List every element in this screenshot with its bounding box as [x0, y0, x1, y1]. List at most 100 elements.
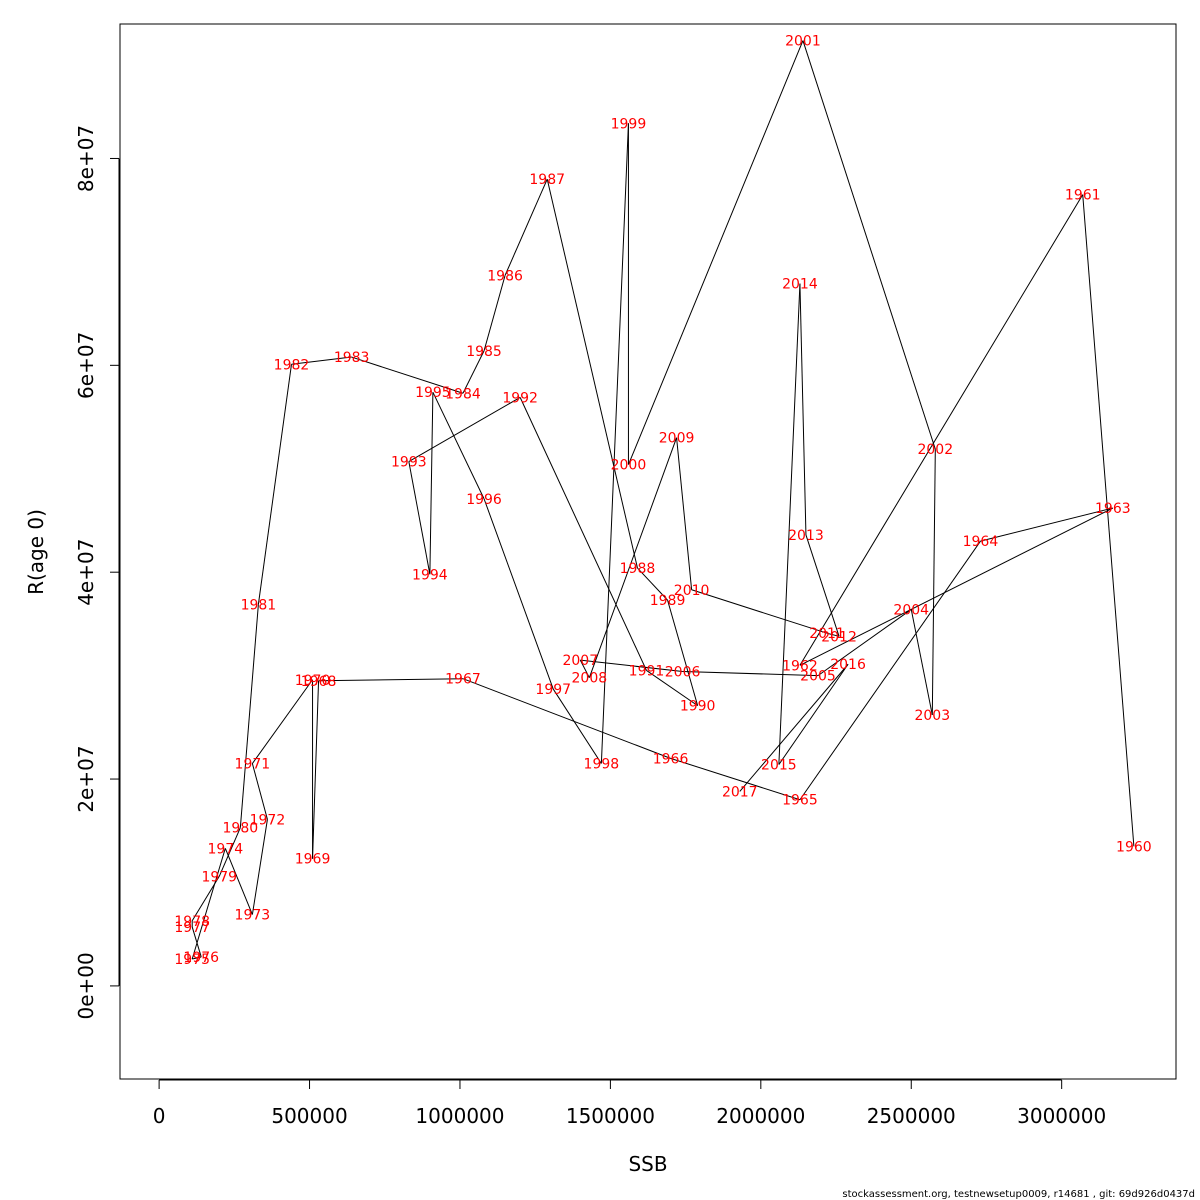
- point-label: 1988: [620, 561, 656, 577]
- x-axis-title: SSB: [628, 1152, 667, 1176]
- series-segment: [778, 283, 801, 765]
- series-segment: [432, 391, 485, 499]
- point-label: 1983: [334, 350, 370, 366]
- point-label: 2008: [572, 671, 608, 687]
- series-segment: [826, 632, 840, 637]
- point-label: 2016: [830, 657, 866, 673]
- series-segment: [980, 507, 1113, 542]
- series-segment: [192, 956, 202, 960]
- point-label: 2012: [821, 629, 857, 645]
- y-tick-label: 2e+07: [74, 745, 98, 812]
- y-tick-label: 6e+07: [74, 332, 98, 399]
- series-segment: [483, 498, 554, 690]
- point-label: 1994: [412, 567, 448, 583]
- series-segment: [799, 283, 807, 535]
- series-segment: [191, 848, 226, 960]
- series-segment: [646, 670, 698, 707]
- point-label: 1975: [174, 952, 210, 968]
- point-label: 2014: [782, 277, 818, 293]
- point-label: 2013: [788, 528, 824, 544]
- series-segment: [224, 848, 253, 915]
- point-label: 1990: [680, 699, 716, 715]
- x-axis: 0 500000 1000000 1500000 2000000 2500000 30000…: [153, 1079, 1106, 1128]
- x-tick-label: 2000000: [716, 1104, 805, 1128]
- point-label: 1982: [274, 357, 310, 373]
- point-label: 1973: [235, 908, 271, 924]
- point-label: 2007: [562, 653, 598, 669]
- series-segment: [552, 688, 602, 764]
- series-segment: [504, 178, 548, 276]
- series-segment: [676, 437, 693, 590]
- point-label: 1963: [1095, 501, 1131, 517]
- series-segment: [931, 449, 936, 715]
- x-tick-label: 0: [153, 1104, 166, 1128]
- series-segment: [462, 678, 671, 759]
- series-segment: [682, 670, 818, 677]
- series-segment: [805, 534, 840, 637]
- point-label: 2005: [800, 669, 836, 685]
- point-label: 1971: [235, 757, 271, 773]
- series-segment: [627, 40, 804, 465]
- series-segment: [291, 356, 352, 365]
- y-tick-label: 0e+00: [74, 952, 98, 1019]
- point-label: 1991: [629, 663, 665, 679]
- series-segment: [251, 819, 268, 915]
- point-label: 1984: [445, 386, 481, 402]
- point-label: 2009: [659, 431, 695, 447]
- series-segment: [802, 40, 936, 450]
- point-label: 1969: [295, 852, 331, 868]
- series-segment: [351, 356, 464, 394]
- series-segment: [691, 589, 828, 634]
- footer-credit: stockassessment.org, testnewsetup0009, r…: [842, 1189, 1195, 1200]
- point-label: 1968: [301, 674, 337, 690]
- point-label: 1997: [535, 682, 571, 698]
- series-segment: [239, 604, 259, 828]
- series-segment: [600, 123, 629, 764]
- y-axis: 0e+00 2e+07 4e+07 6e+07 8e+07: [74, 125, 120, 1020]
- series-segment: [739, 663, 849, 792]
- x-tick-label: 1500000: [566, 1104, 655, 1128]
- point-label: 1960: [1116, 839, 1152, 855]
- series-segment: [519, 397, 647, 671]
- series-segment: [312, 680, 320, 859]
- series-line: [191, 40, 1135, 960]
- series-segment: [667, 599, 699, 706]
- point-label: 1966: [653, 751, 689, 767]
- point-label: 1965: [782, 793, 818, 809]
- point-label: 1964: [963, 534, 999, 550]
- x-tick-label: 500000: [271, 1104, 347, 1128]
- point-label: 1974: [207, 841, 243, 857]
- point-label: 1987: [529, 172, 565, 188]
- point-label: 1970: [295, 673, 331, 689]
- point-label: 2010: [674, 583, 710, 599]
- x-tick-label: 1000000: [415, 1104, 504, 1128]
- point-labels: 1960 1961 1962 1963 1964 1965 1966 1967 1968 1969…: [174, 34, 1151, 968]
- plot-frame: [119, 23, 1177, 1080]
- series-segment: [910, 609, 933, 716]
- series-segment: [817, 609, 912, 677]
- series-segment: [483, 275, 506, 351]
- series-segment: [408, 396, 521, 462]
- series-segment: [799, 507, 1114, 666]
- series-segment: [257, 364, 292, 605]
- point-label: 1996: [466, 492, 502, 508]
- series-segment: [637, 567, 668, 601]
- series-segment: [588, 437, 678, 678]
- series-segment: [1082, 194, 1135, 847]
- point-label: 2011: [809, 626, 845, 642]
- series-segment: [799, 540, 981, 801]
- point-label: 2004: [893, 602, 929, 618]
- series-segment: [408, 461, 431, 575]
- point-label: 1998: [584, 757, 620, 773]
- point-label: 2001: [785, 34, 821, 50]
- point-label: 1992: [502, 390, 538, 406]
- point-label: 2002: [917, 442, 953, 458]
- point-label: 2003: [914, 708, 950, 724]
- series-segment: [318, 678, 463, 682]
- point-label: 1972: [250, 812, 286, 828]
- x-tick-label: 2500000: [867, 1104, 956, 1128]
- point-label: 1999: [611, 116, 647, 132]
- series-segment: [191, 926, 202, 958]
- series-segment: [580, 659, 683, 672]
